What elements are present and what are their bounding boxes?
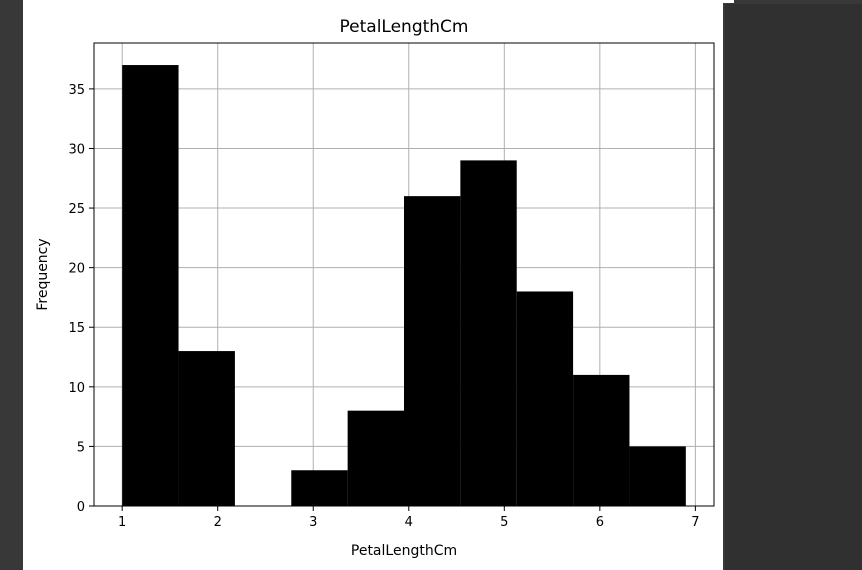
y-tick-label: 10 <box>68 381 85 396</box>
histogram-bar <box>404 196 461 506</box>
histogram-bar <box>516 291 574 506</box>
x-tick-label: 4 <box>405 515 413 530</box>
x-tick-label: 6 <box>596 515 604 530</box>
x-tick-label: 1 <box>118 515 126 530</box>
y-tick-label: 25 <box>68 202 85 217</box>
histogram-bar <box>291 470 348 506</box>
corner-patch <box>723 0 734 3</box>
axis-ticks: 1 2 3 4 5 6 7 0 5 10 15 20 25 30 35 <box>68 83 699 530</box>
histogram-bar <box>347 410 404 506</box>
histogram-bar <box>178 351 235 506</box>
y-axis-title: Frequency <box>35 238 51 310</box>
y-tick-label: 5 <box>77 440 85 455</box>
y-tick-label: 20 <box>68 262 85 277</box>
y-tick-label: 30 <box>68 142 85 157</box>
x-tick-label: 3 <box>309 515 317 530</box>
chart-figure: 1 2 3 4 5 6 7 0 5 10 15 20 25 30 35 PetalLengthCm Peta… <box>23 0 723 570</box>
histogram-bar <box>629 446 686 506</box>
y-tick-label: 0 <box>77 500 85 515</box>
chart-title: PetalLengthCm <box>340 17 469 37</box>
plot-frame <box>93 42 715 507</box>
x-tick-label: 7 <box>691 515 699 530</box>
histogram-bars <box>122 65 686 507</box>
right-panel <box>725 4 862 570</box>
histogram-bar <box>460 160 517 506</box>
y-tick-label: 15 <box>68 321 85 336</box>
histogram-bar <box>122 65 179 507</box>
x-tick-label: 2 <box>214 515 222 530</box>
histogram-bar <box>573 374 630 506</box>
histogram-chart: 1 2 3 4 5 6 7 0 5 10 15 20 25 30 35 PetalLengthCm Peta… <box>35 17 715 559</box>
y-tick-label: 35 <box>68 83 85 98</box>
x-axis-title: PetalLengthCm <box>351 543 457 559</box>
x-tick-label: 5 <box>500 515 508 530</box>
